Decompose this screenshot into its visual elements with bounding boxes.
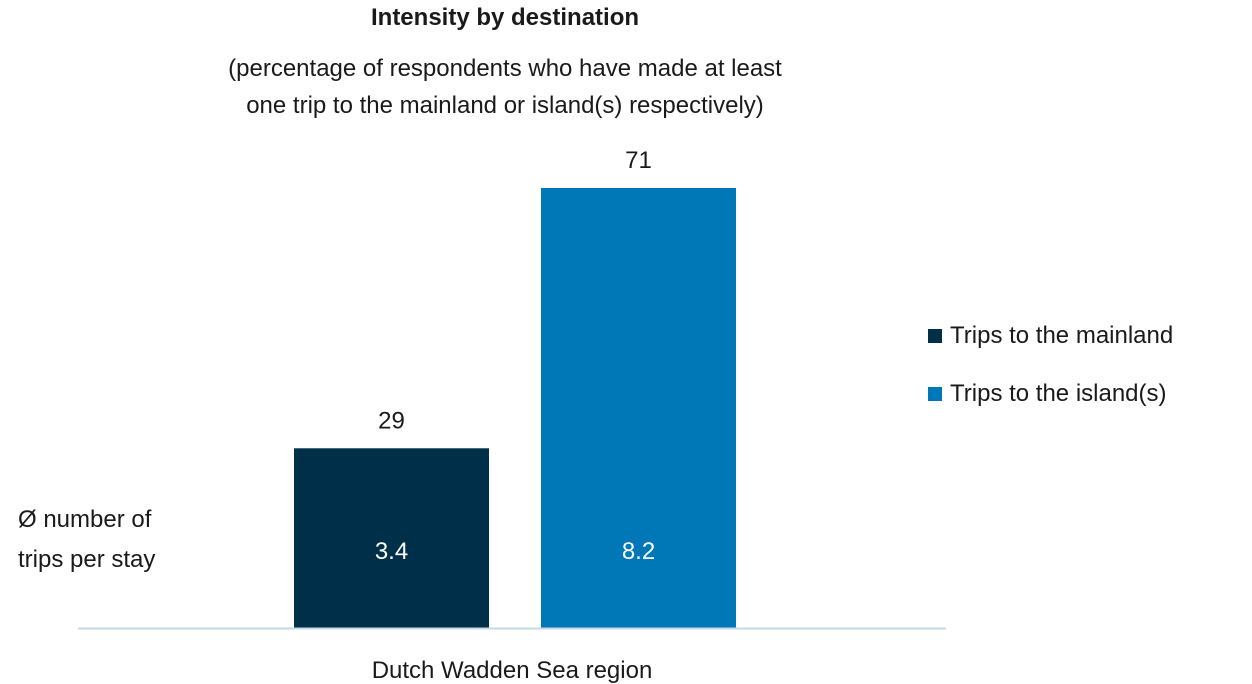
avg-trips-annotation: Ø number of trips per stay xyxy=(18,506,156,573)
value-label-mainland: 29 xyxy=(378,407,405,434)
legend-item-mainland: Trips to the mainland xyxy=(928,320,1173,352)
inner-label-islands: 8.2 xyxy=(622,538,655,565)
value-label-islands: 71 xyxy=(625,147,652,174)
legend-label-islands: Trips to the island(s) xyxy=(950,380,1167,407)
legend-label-mainland: Trips to the mainland xyxy=(950,322,1174,349)
legend-swatch-mainland xyxy=(928,329,942,343)
inner-label-mainland: 3.4 xyxy=(375,538,408,565)
x-category-label: Dutch Wadden Sea region xyxy=(372,657,653,684)
bar-islands xyxy=(541,188,736,628)
legend: Trips to the mainland Trips to the islan… xyxy=(928,320,1173,436)
legend-swatch-islands xyxy=(928,387,942,401)
chart-title: Intensity by destination xyxy=(370,4,640,31)
legend-item-islands: Trips to the island(s) xyxy=(928,378,1173,410)
chart-subtitle: (percentage of respondents who have made… xyxy=(228,55,782,119)
bar-mainland xyxy=(294,448,489,628)
